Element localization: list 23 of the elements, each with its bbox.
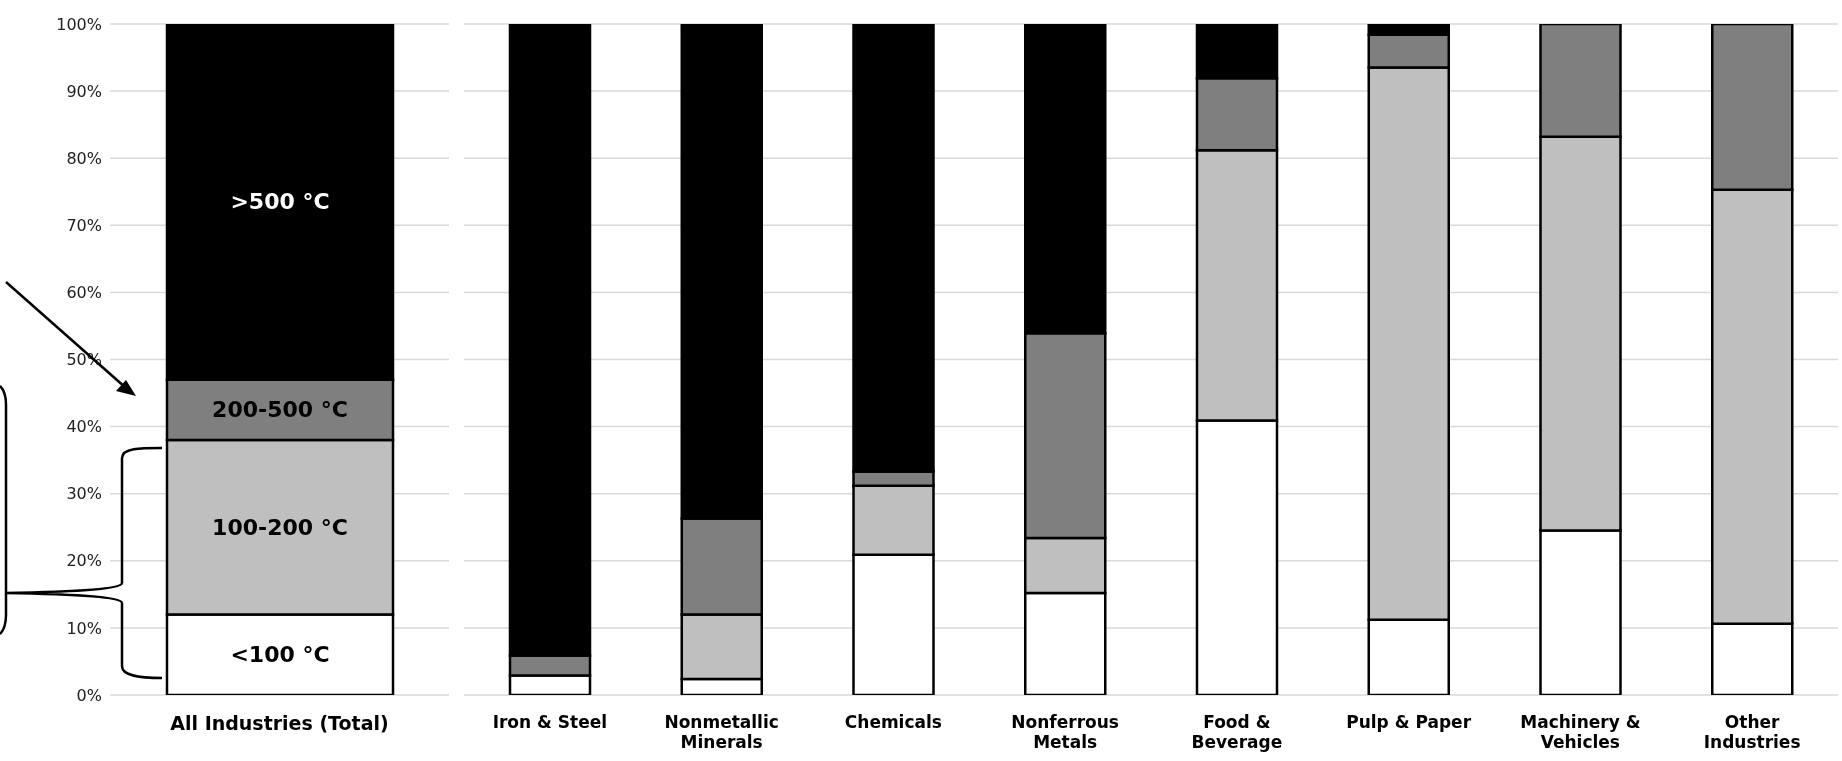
y-tick-label: 10% [66, 618, 102, 638]
y-tick-label: 40% [66, 417, 102, 437]
x-tick-label: Iron & Steel [492, 712, 608, 732]
series-label: 200-500 °C [212, 397, 348, 423]
y-tick-label: 0% [76, 685, 102, 705]
series-label: >500 °C [230, 189, 330, 215]
series-label: <100 °C [230, 642, 330, 668]
x-tick-label: Chemicals [844, 712, 942, 732]
y-tick-label: 80% [66, 148, 102, 168]
x-tick-label: Pulp & Paper [1346, 712, 1472, 732]
y-tick-label: 90% [66, 81, 102, 101]
x-tick-label: Nonmetallic Minerals [664, 712, 779, 752]
y-tick-label: 70% [66, 215, 102, 235]
y-tick-label: 20% [66, 551, 102, 571]
x-tick-label: Machinery & Vehicles [1520, 712, 1641, 752]
x-tick-label: Food & Beverage [1191, 712, 1283, 752]
y-tick-label: 60% [66, 283, 102, 303]
y-tick-label: 100% [56, 14, 102, 34]
x-tick-label: Other Industries [1703, 712, 1801, 752]
y-tick-label: 30% [66, 484, 102, 504]
x-tick-label: All Industries (Total) [170, 712, 389, 734]
series-label: 100-200 °C [212, 514, 348, 540]
x-tick-label: Nonferrous Metals [1011, 712, 1119, 752]
